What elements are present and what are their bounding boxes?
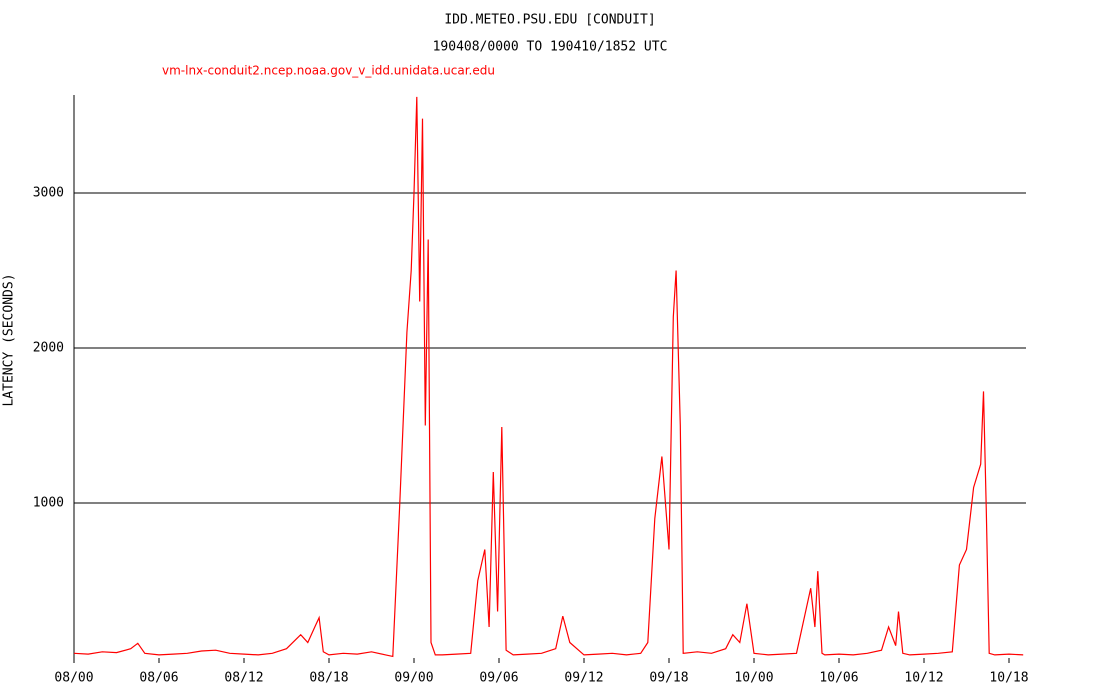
x-tick-label: 08/12 [224, 671, 263, 686]
x-tick-label: 09/06 [479, 671, 518, 686]
y-tick-label: 1000 [33, 495, 64, 510]
x-tick-label: 10/00 [734, 671, 773, 686]
x-tick-label: 09/18 [649, 671, 688, 686]
x-tick-label: 08/06 [139, 671, 178, 686]
x-tick-label: 09/12 [564, 671, 603, 686]
latency-line [73, 96, 1024, 658]
x-tick-label: 10/06 [819, 671, 858, 686]
chart-subtitle: 190408/0000 TO 190410/1852 UTC [433, 40, 668, 55]
x-tick-label: 08/00 [54, 671, 93, 686]
x-tick-label: 09/00 [394, 671, 433, 686]
y-axis-label: LATENCY (SECONDS) [2, 273, 17, 406]
source-label: vm-lnx-conduit2.ncep.noaa.gov_v_idd.unid… [162, 64, 495, 78]
chart-title: IDD.METEO.PSU.EDU [CONDUIT] [444, 13, 655, 28]
x-tick-label: 10/18 [989, 671, 1028, 686]
y-tick-label: 3000 [33, 185, 64, 200]
x-tick-label: 08/18 [309, 671, 348, 686]
y-tick-label: 2000 [33, 340, 64, 355]
x-tick-label: 10/12 [904, 671, 943, 686]
